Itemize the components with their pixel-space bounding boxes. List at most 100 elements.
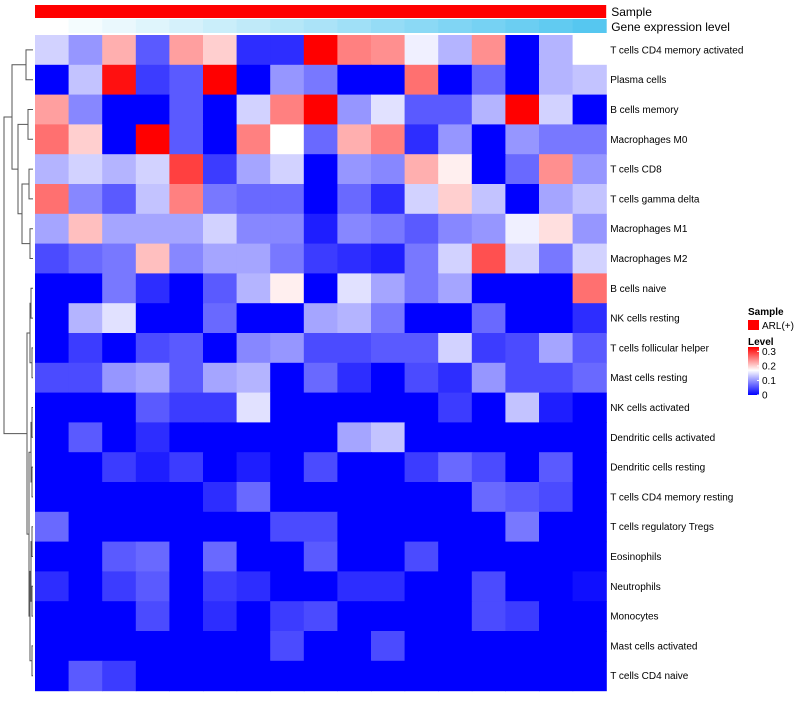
heatmap-cell: [572, 362, 607, 394]
heatmap-cell: [236, 213, 271, 245]
heatmap-cell: [35, 35, 70, 66]
heatmap-cell: [371, 303, 406, 334]
heatmap-cell: [236, 243, 271, 274]
heatmap-cell: [572, 243, 607, 274]
dendrogram-branch: [27, 109, 33, 140]
heatmap-cell: [169, 392, 204, 423]
row-label: B cells naive: [610, 284, 667, 295]
heatmap-cell: [35, 631, 70, 662]
heatmap-cell: [539, 94, 574, 125]
heatmap-cell: [303, 94, 338, 125]
heatmap-cell: [203, 154, 238, 185]
heatmap-cell: [438, 631, 473, 662]
heatmap-cell: [471, 124, 506, 155]
heatmap-cell: [539, 392, 574, 423]
heatmap-cell: [203, 243, 238, 274]
heatmap-cell: [337, 482, 372, 513]
heatmap-cell: [35, 184, 70, 215]
heatmap-cell: [471, 422, 506, 453]
heatmap-cell: [135, 243, 170, 274]
heatmap-cell: [169, 273, 204, 304]
row-label: Monocytes: [610, 612, 658, 623]
heatmap-cell: [404, 94, 439, 125]
heatmap-cell: [505, 571, 540, 602]
heatmap-cell: [404, 452, 439, 483]
heatmap-cell: [438, 243, 473, 274]
heatmap-cell: [438, 35, 473, 66]
heatmap-cell: [539, 422, 574, 453]
heatmap-cell: [236, 631, 271, 662]
heatmap-cell: [68, 660, 103, 692]
heatmap-cell: [203, 571, 238, 602]
heatmap-cell: [371, 631, 406, 662]
expression-track-cell: [438, 19, 473, 33]
heatmap-cell: [169, 660, 204, 692]
heatmap-cell: [404, 124, 439, 155]
heatmap-cell: [135, 482, 170, 513]
heatmap-cell: [572, 511, 607, 543]
heatmap-cell: [270, 303, 305, 334]
heatmap-cell: [102, 452, 137, 483]
heatmap-cell: [270, 511, 305, 543]
heatmap-cell: [303, 213, 338, 245]
heatmap-cell: [539, 541, 574, 572]
heatmap-cell: [68, 243, 103, 274]
heatmap-cell: [236, 541, 271, 572]
heatmap-cell: [35, 333, 70, 364]
heatmap-cell: [169, 213, 204, 245]
heatmap-cell: [337, 333, 372, 364]
heatmap-cell: [102, 333, 137, 364]
heatmap-cell: [371, 511, 406, 543]
heatmap-cell: [471, 333, 506, 364]
heatmap-cell: [68, 452, 103, 483]
heatmap-cell: [35, 303, 70, 334]
row-label: Macrophages M1: [610, 224, 688, 235]
heatmap-cell: [169, 303, 204, 334]
heatmap-cell: [371, 660, 406, 692]
heatmap-cells: [35, 35, 607, 692]
heatmap-cell: [236, 154, 271, 185]
expression-track-cell: [572, 19, 607, 33]
dendrogram-branch: [31, 585, 33, 617]
heatmap-cell: [471, 154, 506, 185]
heatmap-cell: [303, 35, 338, 66]
heatmap-cell: [539, 601, 574, 632]
heatmap-cell: [35, 124, 70, 155]
heatmap-cell: [203, 362, 238, 394]
heatmap-cell: [438, 94, 473, 125]
heatmap-cell: [471, 64, 506, 96]
expression-track-cell: [303, 19, 338, 33]
heatmap-cell: [203, 184, 238, 215]
heatmap-cell: [169, 601, 204, 632]
heatmap-cell: [371, 64, 406, 96]
heatmap-cell: [471, 392, 506, 423]
heatmap-cell: [471, 631, 506, 662]
heatmap-cell: [169, 35, 204, 66]
heatmap-cell: [203, 452, 238, 483]
heatmap-cell: [102, 184, 137, 215]
heatmap-cell: [203, 213, 238, 245]
heatmap-cell: [371, 452, 406, 483]
heatmap-cell: [236, 392, 271, 423]
heatmap-cell: [270, 362, 305, 394]
heatmap-cell: [572, 392, 607, 423]
heatmap-cell: [135, 303, 170, 334]
heatmap-cell: [371, 362, 406, 394]
heatmap-cell: [270, 392, 305, 423]
legend-level-title: Level: [748, 337, 774, 348]
heatmap-cell: [135, 35, 170, 66]
heatmap-cell: [169, 511, 204, 543]
heatmap-cell: [169, 124, 204, 155]
heatmap-cell: [236, 64, 271, 96]
expression-track-cell: [35, 19, 70, 33]
heatmap-cell: [438, 333, 473, 364]
heatmap-cell: [572, 333, 607, 364]
heatmap-cell: [68, 631, 103, 662]
heatmap-cell: [438, 154, 473, 185]
heatmap-cell: [135, 392, 170, 423]
heatmap-cell: [203, 631, 238, 662]
heatmap-cell: [35, 94, 70, 125]
heatmap-cell: [371, 541, 406, 572]
heatmap-cell: [539, 482, 574, 513]
